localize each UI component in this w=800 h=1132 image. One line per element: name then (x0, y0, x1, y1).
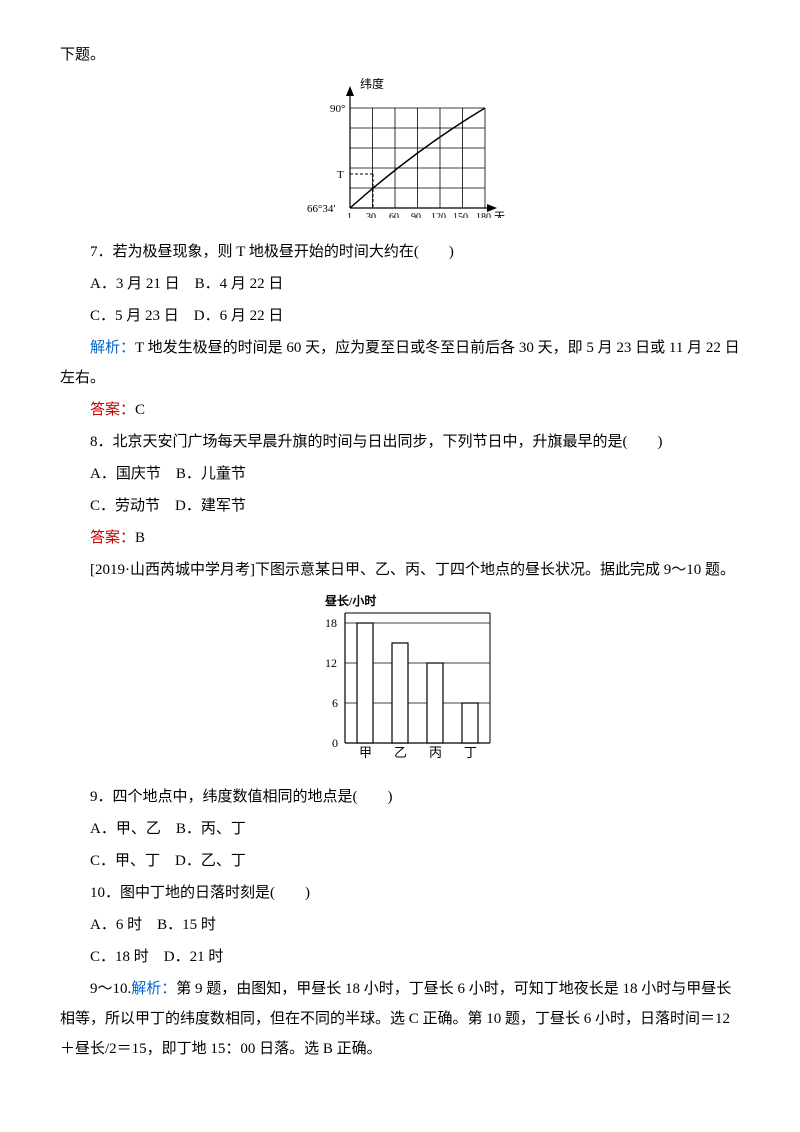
chart1-y90: 90° (330, 103, 345, 115)
svg-text:丙: 丙 (429, 745, 442, 760)
svg-text:天: 天 (494, 211, 505, 218)
chart1-y66: 66°34′ (307, 203, 336, 215)
svg-text:120: 120 (431, 212, 446, 218)
svg-text:60: 60 (389, 212, 399, 218)
svg-text:甲: 甲 (359, 745, 372, 760)
svg-text:6: 6 (332, 696, 338, 710)
q7-analysis: 解析：T 地发生极昼的时间是 60 天，应为夏至日或冬至日前后各 30 天，即 … (60, 333, 740, 393)
chart1-yT: T (337, 169, 344, 181)
svg-text:乙: 乙 (394, 745, 407, 760)
svg-text:30: 30 (366, 212, 376, 218)
q10-text: 10．图中丁地的日落时刻是( ) (60, 878, 740, 908)
q8-options-cd: C．劳动节 D．建军节 (60, 491, 740, 521)
svg-text:丁: 丁 (464, 745, 477, 760)
q8-answer: 答案：B (60, 523, 740, 553)
section-intro: [2019·山西芮城中学月考]下图示意某日甲、乙、丙、丁四个地点的昼长状况。据此… (60, 555, 740, 585)
answer-label: 答案： (90, 530, 135, 546)
svg-text:180: 180 (476, 212, 491, 218)
chart1-container: 纬度 90° T 66°34′ (60, 78, 740, 229)
q9-options-cd: C．甲、丁 D．乙、丁 (60, 846, 740, 876)
chart2-ylabel: 昼长/小时 (324, 593, 376, 608)
svg-text:150: 150 (453, 212, 468, 218)
analysis-label: 解析： (90, 340, 135, 356)
chart2-container: 昼长/小时 0 6 12 18 甲 乙 丙 丁 (60, 593, 740, 774)
q10-options-cd: C．18 时 D．21 时 (60, 942, 740, 972)
chart1-svg: 纬度 90° T 66°34′ (295, 78, 505, 218)
q9-options-ab: A．甲、乙 B．丙、丁 (60, 814, 740, 844)
q8-options-ab: A．国庆节 B．儿童节 (60, 459, 740, 489)
combined-analysis: 9～10.解析：第 9 题，由图知，甲昼长 18 小时，丁昼长 6 小时，可知丁… (60, 974, 740, 1064)
answer-label: 答案： (90, 402, 135, 418)
svg-text:12: 12 (325, 656, 337, 670)
q7-options-cd: C．5 月 23 日 D．6 月 22 日 (60, 301, 740, 331)
svg-text:1: 1 (347, 212, 352, 218)
svg-text:90: 90 (411, 212, 421, 218)
analysis-label: 解析： (131, 981, 176, 997)
chart1-ylabel: 纬度 (360, 78, 384, 91)
q7-options-ab: A．3 月 21 日 B．4 月 22 日 (60, 269, 740, 299)
q10-options-ab: A．6 时 B．15 时 (60, 910, 740, 940)
q7-answer: 答案：C (60, 395, 740, 425)
q8-text: 8．北京天安门广场每天早晨升旗的时间与日出同步，下列节日中，升旗最早的是( ) (60, 427, 740, 457)
chart2-svg: 昼长/小时 0 6 12 18 甲 乙 丙 丁 (295, 593, 505, 763)
svg-text:18: 18 (325, 616, 337, 630)
intro-text: 下题。 (60, 40, 740, 70)
q9-text: 9．四个地点中，纬度数值相同的地点是( ) (60, 782, 740, 812)
q7-text: 7．若为极昼现象，则 T 地极昼开始的时间大约在( ) (60, 237, 740, 267)
svg-text:0: 0 (332, 736, 338, 750)
